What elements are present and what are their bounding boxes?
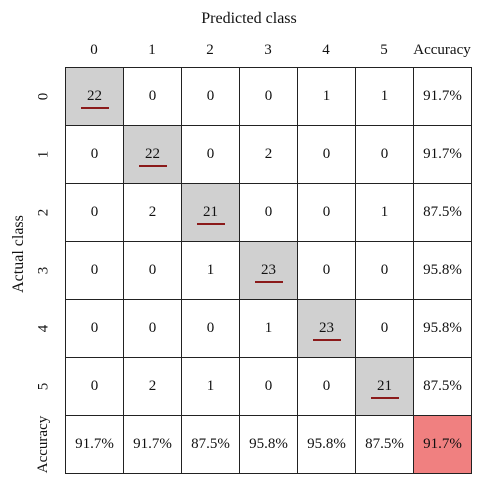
matrix-cell: 0 <box>65 125 124 184</box>
diagonal-cell: 21 <box>181 183 240 242</box>
column-accuracy-cell: 87.5% <box>355 415 414 474</box>
matrix-cell: 2 <box>123 183 182 242</box>
matrix-cell: 0 <box>65 299 124 358</box>
row-header-3: 3 <box>35 266 52 274</box>
row-accuracy-cell: 91.7% <box>413 67 472 126</box>
matrix-cell: 0 <box>65 183 124 242</box>
matrix-cell: 0 <box>181 67 240 126</box>
row-accuracy-cell: 95.8% <box>413 299 472 358</box>
matrix-cell: 0 <box>181 125 240 184</box>
diagonal-cell: 23 <box>297 299 356 358</box>
matrix-cell: 1 <box>181 241 240 300</box>
diagonal-cell: 23 <box>239 241 298 300</box>
diagonal-underline <box>197 223 225 225</box>
overall-accuracy-cell: 91.7% <box>413 415 472 474</box>
matrix-cell: 0 <box>123 299 182 358</box>
matrix-cell: 0 <box>239 67 298 126</box>
matrix-cell: 0 <box>65 357 124 416</box>
column-header-5: 5 <box>380 42 388 58</box>
diagonal-underline <box>371 397 399 399</box>
matrix-cell: 0 <box>355 299 414 358</box>
diagonal-underline <box>81 107 109 109</box>
column-accuracy-cell: 91.7% <box>65 415 124 474</box>
column-header-3: 3 <box>264 42 272 58</box>
row-header-accuracy: Accuracy <box>35 415 52 473</box>
column-header-0: 0 <box>90 42 98 58</box>
column-header-accuracy: Accuracy <box>413 42 471 58</box>
column-header-4: 4 <box>322 42 330 58</box>
row-header-2: 2 <box>35 208 52 216</box>
matrix-cell: 0 <box>355 125 414 184</box>
matrix-cell: 0 <box>181 299 240 358</box>
matrix-cell: 0 <box>239 183 298 242</box>
matrix-cell: 0 <box>239 357 298 416</box>
matrix-cell: 0 <box>297 357 356 416</box>
chart-title: Predicted class <box>201 10 297 27</box>
y-axis-label: Actual class <box>10 215 27 293</box>
matrix-cell: 1 <box>181 357 240 416</box>
column-header-1: 1 <box>148 42 156 58</box>
row-header-4: 4 <box>35 324 52 332</box>
matrix-cell: 0 <box>297 241 356 300</box>
diagonal-underline <box>313 339 341 341</box>
diagonal-cell: 22 <box>65 67 124 126</box>
matrix-cell: 0 <box>65 241 124 300</box>
column-accuracy-cell: 91.7% <box>123 415 182 474</box>
matrix-cell: 0 <box>355 241 414 300</box>
row-accuracy-cell: 87.5% <box>413 183 472 242</box>
column-header-2: 2 <box>206 42 214 58</box>
matrix-cell: 2 <box>239 125 298 184</box>
matrix-cell: 0 <box>123 241 182 300</box>
row-header-5: 5 <box>35 382 52 390</box>
column-accuracy-cell: 87.5% <box>181 415 240 474</box>
row-accuracy-cell: 91.7% <box>413 125 472 184</box>
row-header-0: 0 <box>35 92 52 100</box>
matrix-cell: 0 <box>297 125 356 184</box>
matrix-cell: 1 <box>239 299 298 358</box>
matrix-cell: 0 <box>297 183 356 242</box>
diagonal-cell: 22 <box>123 125 182 184</box>
row-header-1: 1 <box>35 150 52 158</box>
matrix-cell: 2 <box>123 357 182 416</box>
row-accuracy-cell: 87.5% <box>413 357 472 416</box>
matrix-cell: 1 <box>297 67 356 126</box>
matrix-cell: 1 <box>355 183 414 242</box>
diagonal-underline <box>255 281 283 283</box>
column-accuracy-cell: 95.8% <box>297 415 356 474</box>
diagonal-cell: 21 <box>355 357 414 416</box>
row-accuracy-cell: 95.8% <box>413 241 472 300</box>
matrix-cell: 0 <box>123 67 182 126</box>
column-accuracy-cell: 95.8% <box>239 415 298 474</box>
matrix-cell: 1 <box>355 67 414 126</box>
diagonal-underline <box>139 165 167 167</box>
